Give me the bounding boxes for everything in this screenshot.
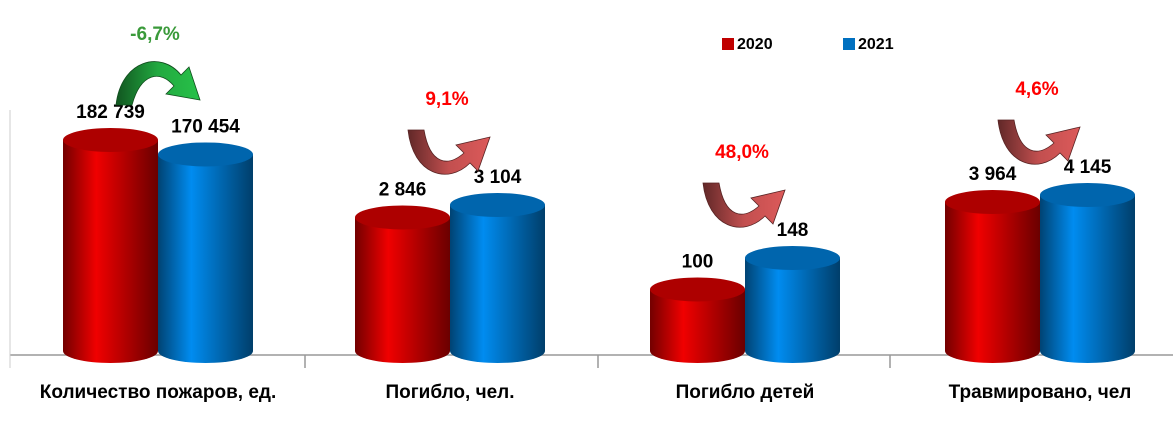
cylinder-top: [63, 128, 158, 152]
cylinder: [450, 193, 545, 363]
change-label: 48,0%: [715, 142, 769, 163]
legend-label: 2020: [737, 36, 773, 53]
data-label: 3 964: [969, 164, 1017, 185]
x-tick-label: Травмировано, чел: [948, 382, 1132, 403]
cylinder: [650, 277, 745, 363]
legend-swatch: [722, 38, 734, 50]
cylinder-body: [63, 140, 158, 363]
change-arrow: [407, 129, 491, 175]
legend-label: 2021: [858, 36, 894, 53]
legend-swatch: [843, 38, 855, 50]
cylinder-top: [945, 189, 1040, 214]
change-label: 9,1%: [425, 89, 468, 110]
data-label: 182 739: [76, 102, 145, 123]
cylinder-top: [158, 142, 253, 167]
cylinder-body: [450, 205, 545, 363]
cylinder-body: [1040, 195, 1135, 363]
cylinder: [355, 205, 450, 363]
cylinder-top: [650, 277, 745, 302]
cylinder-body: [158, 154, 253, 363]
data-label: 148: [777, 220, 809, 241]
change-label: 4,6%: [1015, 79, 1058, 100]
data-label: 4 145: [1064, 157, 1112, 178]
cylinder-body: [945, 201, 1040, 363]
cylinder: [63, 128, 158, 363]
cylinder-body: [650, 289, 745, 363]
cylinder-body: [745, 258, 840, 363]
cylinder: [158, 142, 253, 363]
x-tick-label: Количество пожаров, ед.: [39, 382, 277, 403]
data-label: 3 104: [474, 167, 522, 188]
change-arrow: [997, 119, 1081, 165]
cylinder-top: [355, 205, 450, 230]
change-arrow: [702, 182, 786, 228]
data-label: 100: [682, 251, 714, 272]
change-arrow: [115, 61, 201, 106]
x-tick-label: Погибло, чел.: [385, 382, 515, 403]
cylinder-body: [355, 217, 450, 363]
cylinder-top: [1040, 183, 1135, 207]
cylinder: [945, 189, 1040, 363]
change-label: -6,7%: [130, 24, 180, 45]
data-label: 170 454: [171, 116, 240, 137]
cylinder: [745, 246, 840, 363]
cylinder-top: [450, 193, 545, 217]
x-tick-label: Погибло детей: [675, 382, 815, 403]
data-label: 2 846: [379, 179, 427, 200]
cylinder-top: [745, 246, 840, 270]
cylinder: [1040, 183, 1135, 363]
